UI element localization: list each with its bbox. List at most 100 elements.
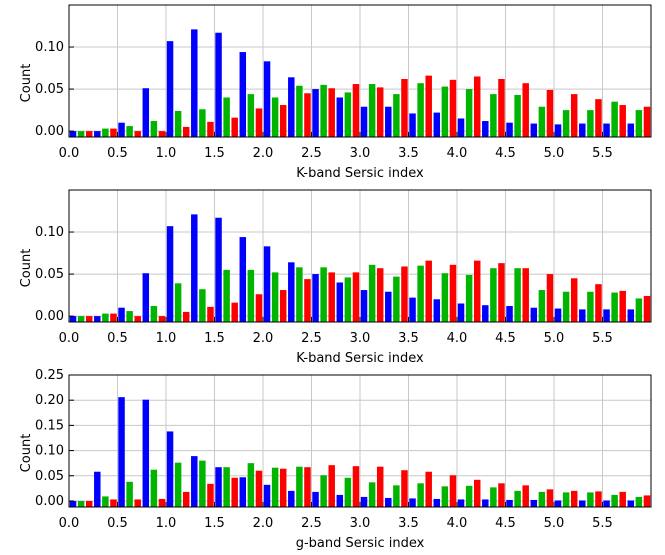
bar: [344, 277, 352, 322]
bar: [441, 273, 449, 322]
bar: [482, 305, 489, 322]
bar: [352, 272, 360, 322]
bar: [239, 52, 247, 137]
bar: [150, 469, 158, 507]
x-tick-label: 5.5: [592, 516, 613, 531]
bar: [328, 88, 335, 137]
bar: [296, 85, 303, 137]
bar: [619, 290, 626, 322]
bar: [611, 292, 618, 322]
bar: [514, 268, 521, 322]
bar: [288, 77, 295, 137]
bar: [393, 276, 400, 322]
x-tick-label: 3.0: [350, 331, 371, 346]
bar: [312, 89, 319, 137]
bar: [360, 106, 368, 137]
bar: [635, 496, 643, 507]
y-tick-label: 0.00: [35, 494, 64, 509]
bar: [627, 500, 635, 507]
bar: [538, 290, 546, 322]
bar: [102, 313, 109, 322]
bar: [77, 131, 85, 137]
y-tick-label: 0.15: [35, 418, 64, 433]
bar: [320, 267, 327, 322]
x-tick-label: 1.0: [156, 331, 177, 346]
bar: [134, 131, 141, 137]
x-tick-label: 2.5: [301, 331, 322, 346]
bar: [465, 485, 473, 507]
bar: [85, 500, 93, 507]
bar: [385, 497, 392, 507]
bar: [579, 309, 586, 322]
bar: [482, 499, 489, 507]
bar: [393, 485, 400, 507]
bar: [587, 492, 594, 507]
bar: [336, 97, 344, 137]
x-tick-label: 5.0: [544, 331, 565, 346]
y-tick-label: 0.10: [35, 444, 64, 459]
bar: [603, 500, 610, 507]
bar: [263, 484, 271, 507]
bar: [296, 267, 303, 322]
bar: [279, 290, 287, 322]
bar: [603, 123, 610, 137]
bar: [385, 291, 392, 322]
x-tick-label: 2.0: [253, 331, 274, 346]
bar: [530, 499, 538, 507]
x-tick-label: 5.5: [592, 331, 613, 346]
bar: [579, 123, 586, 137]
bar: [425, 471, 432, 507]
bar: [231, 117, 238, 137]
y-tick-label: 0.20: [35, 393, 64, 408]
bar: [207, 121, 214, 137]
bar: [239, 477, 247, 507]
bar: [215, 32, 222, 137]
bar: [296, 466, 303, 507]
bar: [191, 29, 198, 138]
bar: [587, 291, 594, 322]
bar: [506, 306, 513, 322]
bar: [368, 264, 376, 322]
bar: [94, 471, 101, 507]
bar: [247, 269, 255, 322]
x-tick-label: 0.0: [59, 516, 80, 531]
bar: [271, 272, 279, 322]
bar: [538, 491, 546, 507]
bar: [611, 494, 618, 507]
bar: [166, 226, 174, 322]
bar: [619, 105, 626, 137]
bar: [199, 289, 206, 322]
x-tick-label: 2.0: [253, 146, 274, 161]
chart-panel-2: 0.0 0.5 1.0 1.5 2.0 2.5 3.0 3.5 4.0 4.5 5.0 5.5 0.00…: [19, 189, 652, 366]
bar: [425, 75, 432, 137]
bar: [69, 131, 77, 137]
bar: [490, 487, 497, 507]
bar: [231, 302, 238, 322]
bar: [223, 269, 230, 322]
bar: [457, 499, 465, 507]
bar: [336, 494, 344, 507]
bar: [166, 41, 174, 138]
bar: [376, 87, 384, 137]
bar: [279, 468, 287, 507]
bar: [635, 298, 643, 322]
bar: [530, 307, 538, 322]
bar: [498, 78, 505, 137]
y-axis-label: Count: [19, 434, 34, 473]
bar: [465, 89, 473, 137]
bar: [304, 467, 311, 507]
bar: [546, 489, 554, 507]
bar: [457, 303, 465, 322]
bar: [239, 237, 247, 322]
y-tick-label: 0.00: [35, 124, 64, 139]
bar: [126, 481, 133, 507]
bar: [215, 467, 222, 507]
bar: [595, 99, 602, 137]
bar: [570, 94, 578, 137]
bar: [158, 131, 166, 137]
bar: [85, 131, 93, 137]
bar: [595, 491, 602, 507]
bar: [643, 106, 651, 137]
bar: [199, 109, 206, 137]
y-tick-label: 0.05: [35, 82, 64, 97]
